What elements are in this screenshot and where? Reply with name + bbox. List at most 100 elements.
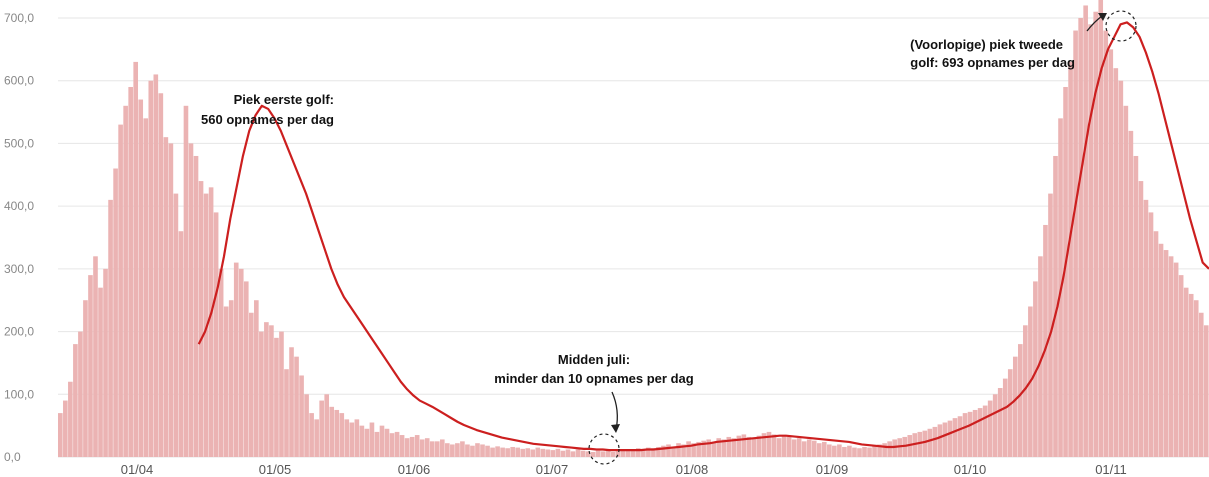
bar <box>530 449 536 457</box>
bar <box>902 436 908 457</box>
annotation-mid-july-line2: minder dan 10 opnames per dag <box>494 371 693 386</box>
bar <box>1168 256 1174 457</box>
bar <box>731 438 737 457</box>
bar <box>706 439 711 457</box>
bar <box>1033 281 1038 457</box>
bar <box>259 331 264 457</box>
bar <box>852 447 857 457</box>
bar <box>741 434 747 457</box>
annotation-mid-july-arrow <box>611 391 618 431</box>
bar <box>450 444 455 457</box>
bar <box>128 86 133 458</box>
bar <box>394 431 400 457</box>
bar <box>771 434 777 457</box>
bar <box>756 435 762 457</box>
bar <box>867 447 872 457</box>
bar <box>1158 243 1164 457</box>
bar <box>178 231 184 457</box>
bar <box>1123 105 1129 458</box>
bar <box>630 449 636 457</box>
bar <box>404 438 410 457</box>
bar <box>701 440 706 457</box>
bar <box>419 439 425 457</box>
bar <box>299 375 304 457</box>
bar <box>123 105 128 458</box>
bar <box>992 394 998 457</box>
bar <box>223 306 229 457</box>
bar <box>917 431 923 457</box>
bar <box>721 439 727 457</box>
bar <box>424 438 430 457</box>
bar <box>922 430 928 457</box>
bar <box>1193 300 1199 457</box>
bar <box>1138 181 1144 457</box>
bar <box>289 347 294 457</box>
bar <box>294 356 299 457</box>
bar <box>1113 68 1119 458</box>
bar <box>545 449 551 457</box>
bar <box>1018 344 1023 457</box>
bar <box>455 443 460 457</box>
bar <box>746 436 752 457</box>
x-tick-label: 01/05 <box>259 462 292 477</box>
bar <box>1108 49 1114 458</box>
bar <box>711 441 717 457</box>
bar <box>620 450 626 457</box>
bar <box>414 435 420 457</box>
bar <box>1073 30 1078 457</box>
bar <box>1178 275 1184 457</box>
bar <box>500 447 505 457</box>
bar <box>198 181 204 457</box>
bar <box>676 443 681 457</box>
bar <box>148 80 154 458</box>
bar <box>369 422 375 457</box>
bar <box>274 337 279 457</box>
bar <box>68 381 73 457</box>
bar <box>937 424 943 457</box>
bar <box>1133 155 1139 457</box>
bar <box>947 420 953 457</box>
bar <box>887 441 892 457</box>
bar <box>344 419 350 457</box>
bar <box>1153 231 1159 457</box>
bar <box>560 450 566 457</box>
bar <box>520 448 526 457</box>
moving-average-line-group <box>197 21 1209 452</box>
annotation-mid-july-line1: Midden juli: <box>558 352 630 367</box>
bar <box>1093 11 1099 457</box>
bar <box>88 275 93 457</box>
bar <box>646 447 651 457</box>
bar <box>465 444 470 457</box>
x-tick-label: 01/10 <box>954 462 987 477</box>
bar <box>585 451 591 457</box>
bar <box>98 287 103 457</box>
bar <box>1043 224 1048 457</box>
moving-average-line <box>197 21 1209 452</box>
bar <box>912 433 918 457</box>
bar <box>570 451 576 457</box>
bar <box>515 447 520 457</box>
bar <box>118 124 123 458</box>
y-tick-label: 100,0 <box>4 387 34 401</box>
bar <box>470 445 475 457</box>
bar <box>173 193 179 457</box>
bar <box>384 428 390 457</box>
bar <box>480 444 485 457</box>
annotation-second-peak-line1: (Voorlopige) piek tweede <box>910 37 1063 52</box>
bar <box>1038 256 1043 457</box>
bar <box>218 268 224 457</box>
bar <box>1012 356 1018 457</box>
bar <box>535 447 541 457</box>
bar <box>982 405 988 457</box>
bar <box>213 212 219 457</box>
bar <box>882 443 887 457</box>
bar <box>1148 212 1154 457</box>
bar <box>525 448 531 457</box>
y-tick-label: 0,0 <box>4 450 21 464</box>
bar <box>816 443 822 457</box>
bar <box>334 409 340 457</box>
bar <box>972 409 978 457</box>
bar <box>1188 293 1194 457</box>
bar <box>485 445 490 457</box>
